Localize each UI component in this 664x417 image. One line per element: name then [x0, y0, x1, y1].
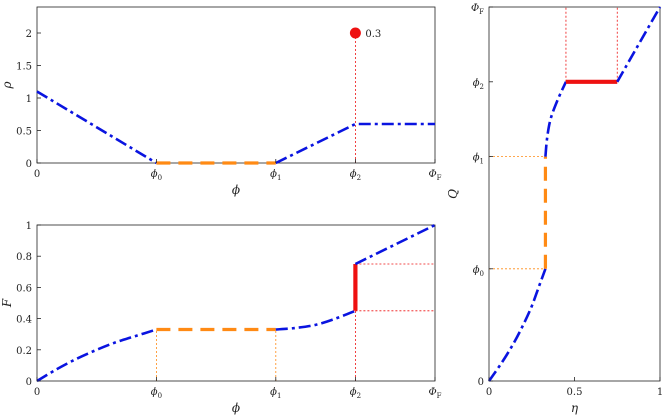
y-tick-label: 0: [26, 159, 32, 170]
y-tick-label: 0.4: [16, 315, 32, 326]
series-line-2: [544, 81, 568, 157]
series-line-2: [275, 309, 356, 331]
series-line-0: [36, 328, 157, 383]
x-tick-label: 0: [34, 387, 40, 398]
x-tick-label: 0.5: [567, 387, 583, 398]
chart-Q_vs_eta: 0 0.5 1 0 ϕ0 ϕ1 ϕ2 ΦF η Q: [446, 3, 663, 415]
x-tick-label: 0: [34, 169, 40, 180]
x-tick-label: ϕ2: [350, 387, 361, 400]
x-axis-label: η: [571, 401, 579, 415]
x-tick-label: ΦF: [428, 169, 441, 182]
chart-F_vs_phi: 0 ϕ0 ϕ1 ϕ2 ΦF 0 0.2 0.4 0.6 0.8 1 ϕ F: [0, 221, 442, 415]
y-axis-label: Q: [446, 189, 460, 199]
y-tick-label: 0: [478, 377, 484, 388]
y-tick-label: ϕ2: [473, 78, 484, 91]
y-tick-label: 0.8: [16, 252, 32, 263]
y-tick-label: ϕ0: [473, 265, 484, 278]
y-tick-label: 0: [26, 377, 32, 388]
y-tick-label: 1: [26, 221, 32, 232]
data-point-marker: [349, 27, 361, 39]
axes-box: [488, 6, 661, 382]
x-tick-label: ϕ1: [270, 169, 281, 182]
y-tick-label: 2: [26, 29, 32, 40]
x-axis-label: ϕ: [232, 183, 240, 197]
y-tick-label: 1: [26, 94, 32, 105]
y-tick-label: 0.2: [16, 346, 32, 357]
series-line-2: [275, 122, 435, 165]
y-axis-label: ρ: [0, 81, 14, 89]
x-tick-label: ϕ0: [151, 169, 162, 182]
series-line-0: [36, 90, 158, 165]
series-line-0: [487, 268, 547, 382]
y-tick-label: ΦF: [471, 3, 484, 16]
y-tick-label: 1.5: [16, 62, 32, 73]
y-tick-label: ϕ1: [473, 153, 484, 166]
x-tick-label: 1: [657, 387, 663, 398]
series-line-4: [616, 6, 662, 83]
x-tick-label: ϕ2: [350, 169, 361, 182]
marker-label: 0.3: [365, 29, 381, 40]
y-tick-label: 0.6: [16, 283, 32, 294]
x-tick-label: ϕ1: [270, 387, 281, 400]
y-axis-label: F: [0, 298, 14, 308]
chart-rho_vs_phi: 0.3 0 ϕ0 ϕ1 ϕ2 ΦF 0 0.5 1 1.5 2 ϕ ρ: [0, 6, 442, 197]
x-tick-label: ΦF: [428, 387, 441, 400]
x-tick-label: 0: [486, 387, 492, 398]
y-tick-label: 0.5: [16, 127, 32, 138]
x-axis-label: ϕ: [232, 401, 240, 415]
axes-box: [36, 224, 436, 382]
x-tick-label: ϕ0: [151, 387, 162, 400]
series-line-4: [354, 223, 436, 266]
